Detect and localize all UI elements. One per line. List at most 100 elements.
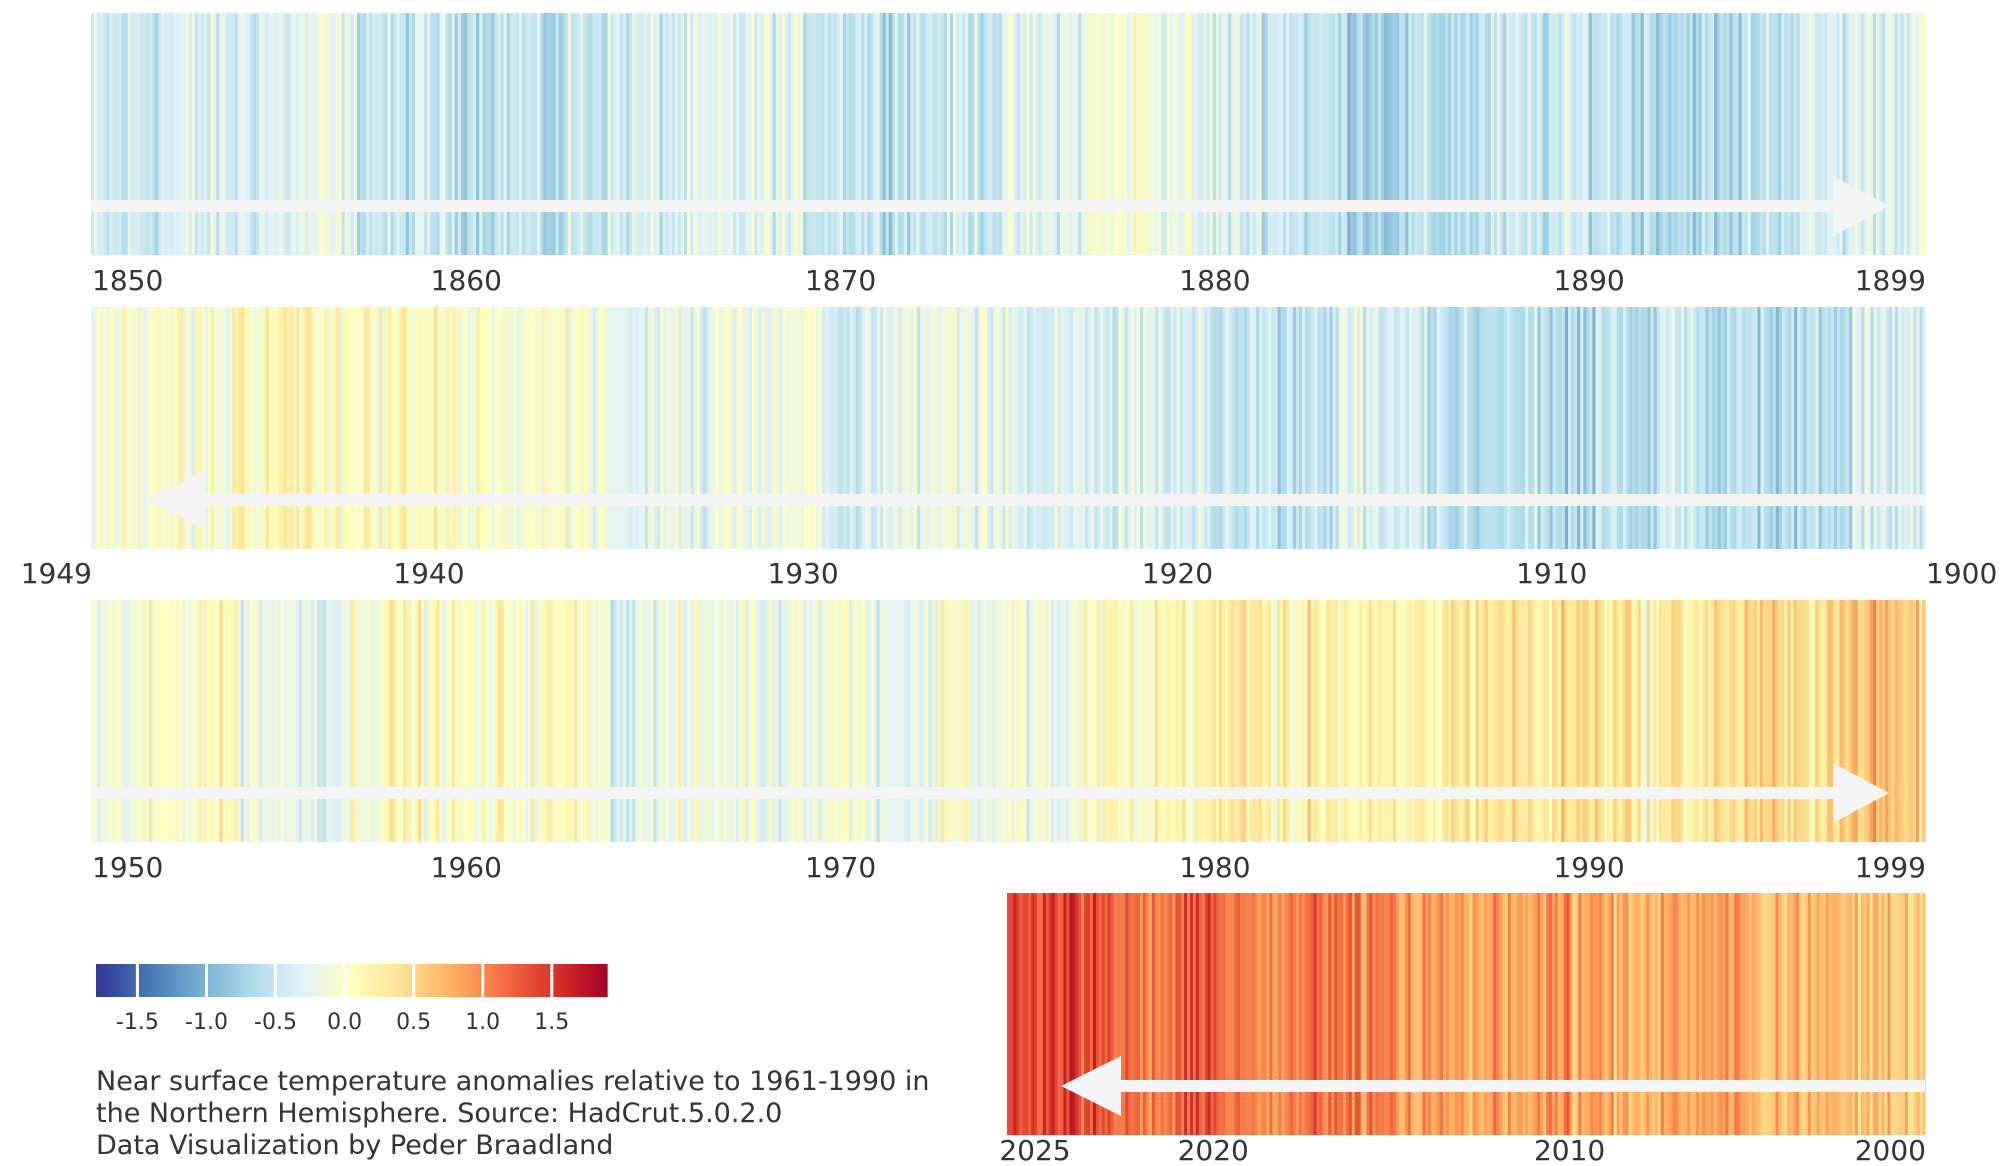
stripe-1869-m6 <box>803 13 807 255</box>
stripe-1885-m4 <box>1383 13 1388 255</box>
stripe-2015-m12 <box>1360 893 1364 1135</box>
stripe-1860-m8 <box>479 13 483 255</box>
stripe-1941-m1 <box>418 307 422 549</box>
stripe-1897-m8 <box>1836 13 1841 255</box>
stripe-1875-m5 <box>1020 13 1024 255</box>
stripe-1995-m12 <box>1775 600 1779 842</box>
stripe-2007-m6 <box>1660 893 1664 1135</box>
stripe-1921-m5 <box>1139 307 1144 549</box>
stripe-1877-m9 <box>1105 13 1110 255</box>
stripe-1856-m8 <box>332 13 337 255</box>
stripe-1905-m1 <box>1738 307 1743 549</box>
stripe-2019-m10 <box>1224 893 1229 1135</box>
stripe-1933-m8 <box>690 307 694 549</box>
stripe-1965-m10 <box>668 600 673 842</box>
stripe-1996-m8 <box>1799 600 1804 842</box>
stripe-1918-m1 <box>1261 307 1266 549</box>
stripe-1906-m12 <box>1668 307 1672 549</box>
legend-swatch-157 <box>497 964 501 997</box>
stripe-1857-m3 <box>353 13 358 255</box>
stripe-2012-m2 <box>1495 893 1499 1135</box>
stripe-1946-m11 <box>204 307 208 549</box>
stripe-1887-m12 <box>1481 13 1486 255</box>
stripe-1988-m8 <box>1506 600 1510 842</box>
stripe-1928-m2 <box>891 307 896 549</box>
stripe-1858-m3 <box>390 13 395 255</box>
stripe-1852-m2 <box>167 13 172 255</box>
stripe-1874-m7 <box>989 13 994 255</box>
stripe-1994-m4 <box>1714 600 1718 842</box>
tick-label-1949: 1949 <box>21 557 92 590</box>
stripe-2002-m9 <box>1827 893 1832 1135</box>
stripe-2000-m4 <box>1913 893 1917 1135</box>
stripe-1880-m4 <box>1200 13 1205 255</box>
stripe-1899-m6 <box>1903 13 1908 255</box>
stripe-2007-m11 <box>1645 893 1650 1135</box>
stripe-1945-m11 <box>240 307 245 549</box>
tick-label-1940: 1940 <box>393 557 464 590</box>
stripe-1952-m5 <box>176 600 181 842</box>
legend-swatch-165 <box>517 964 521 997</box>
stripe-1918-m9 <box>1237 307 1241 549</box>
stripe-1872-m3 <box>904 13 908 255</box>
stripe-1925-m9 <box>980 307 985 549</box>
stripe-1998-m2 <box>1854 600 1859 842</box>
stripe-1851-m12 <box>161 13 165 255</box>
stripe-1943-m3 <box>338 307 343 549</box>
stripe-1952-m11 <box>194 600 199 842</box>
stripe-1955-m5 <box>286 600 291 842</box>
stripe-1995-m3 <box>1747 600 1752 842</box>
stripe-1924-m10 <box>1014 307 1018 549</box>
stripe-1906-m5 <box>1689 307 1694 549</box>
stripe-1869-m2 <box>790 13 795 255</box>
stripe-1870-m1 <box>824 13 829 255</box>
legend-swatch-33 <box>180 964 184 997</box>
stripe-1878-m12 <box>1151 13 1156 255</box>
stripe-1886-m9 <box>1435 13 1440 255</box>
stripe-1878-m7 <box>1136 13 1141 255</box>
legend-swatch-177 <box>548 964 552 997</box>
stripe-2012-m6 <box>1483 893 1488 1135</box>
stripe-1850-m1 <box>91 13 95 255</box>
arrow-right <box>91 763 1889 823</box>
stripe-1861-m10 <box>521 13 526 255</box>
stripe-2023-m6 <box>1095 893 1099 1135</box>
stripe-1927-m4 <box>922 307 927 549</box>
stripe-1858-m9 <box>408 13 413 255</box>
stripe-1855-m12 <box>308 13 312 255</box>
legend-swatch-91 <box>328 964 332 997</box>
stripe-1900-m3 <box>1915 307 1920 549</box>
stripe-1902-m6 <box>1833 307 1837 549</box>
legend-swatch-76 <box>290 964 294 997</box>
stripe-2014-m10 <box>1401 893 1405 1135</box>
stripe-1883-m7 <box>1319 13 1324 255</box>
stripe-1991-m1 <box>1594 600 1599 842</box>
stripe-1876-m12 <box>1078 13 1082 255</box>
stripe-1956-m9 <box>335 600 340 842</box>
stripe-1995-m4 <box>1750 600 1755 842</box>
stripe-1976-m11 <box>1075 600 1079 842</box>
stripe-1869-m5 <box>800 13 804 255</box>
stripe-1872-m4 <box>907 13 911 255</box>
stripe-1893-m12 <box>1701 13 1706 255</box>
stripe-1914-m5 <box>1396 307 1400 549</box>
stripe-2024-m8 <box>1054 893 1058 1135</box>
stripe-1895-m6 <box>1756 13 1761 255</box>
stripe-2000-m6 <box>1907 893 1911 1135</box>
stripe-2007-m12 <box>1642 893 1647 1135</box>
stripe-1976-m6 <box>1059 600 1064 842</box>
stripe-1942-m9 <box>356 307 361 549</box>
stripe-1976-m5 <box>1056 600 1061 842</box>
stripe-1860-m3 <box>463 13 468 255</box>
stripe-2003-m1 <box>1816 893 1820 1135</box>
stripe-1896-m1 <box>1778 13 1782 255</box>
stripe-1898-m9 <box>1876 13 1880 255</box>
stripe-1854-m11 <box>268 13 272 255</box>
stripe-1967-m10 <box>742 600 746 842</box>
stripe-2013-m1 <box>1463 893 1467 1135</box>
stripe-2022-m10 <box>1118 893 1123 1135</box>
stripe-1905-m12 <box>1704 307 1709 549</box>
stripe-1972-m12 <box>931 600 936 842</box>
stripe-2001-m7 <box>1869 893 1873 1135</box>
stripe-1979-m7 <box>1173 600 1177 842</box>
